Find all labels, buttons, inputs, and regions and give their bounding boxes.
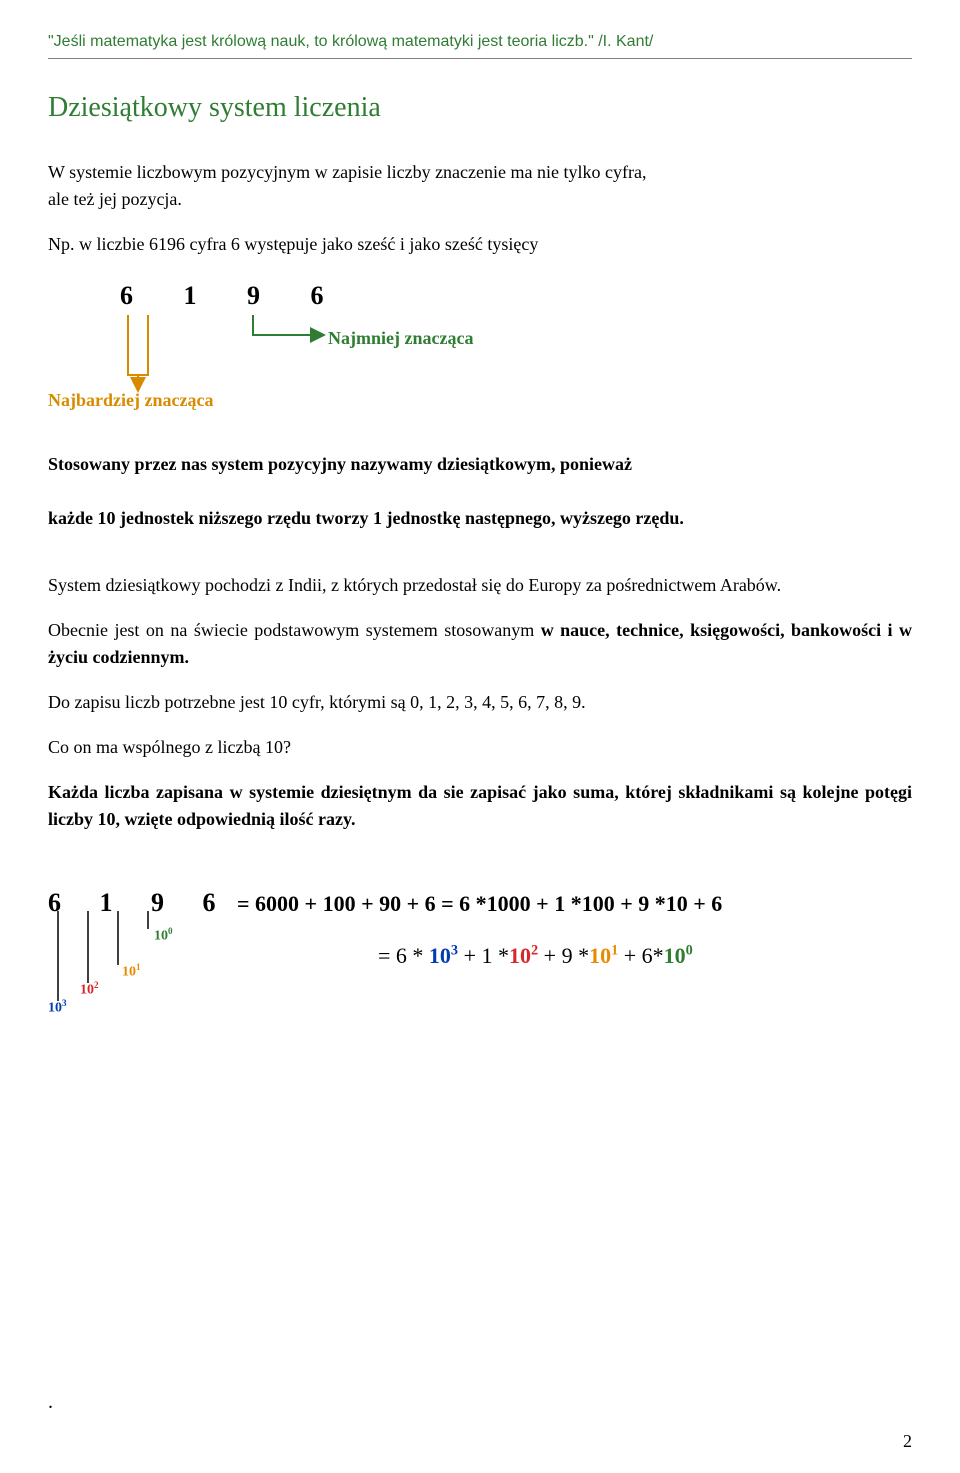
p2-exp: 2 bbox=[94, 980, 99, 990]
significance-diagram: Najmniej znacząca Najbardziej znacząca bbox=[48, 315, 912, 415]
eq-line1-rest: = 6000 + 100 + 90 + 6 = 6 *1000 + 1 *100… bbox=[232, 891, 723, 916]
eq2-p3: 103 bbox=[429, 943, 458, 968]
p0-base: 10 bbox=[154, 929, 168, 944]
definition-paragraph: Stosowany przez nas system pozycyjny naz… bbox=[48, 451, 912, 532]
label-most-significant: Najbardziej znacząca bbox=[48, 387, 213, 414]
eq2-mid3: + 6* bbox=[618, 943, 663, 968]
eq2-p1: 101 bbox=[589, 943, 618, 968]
label-least-significant: Najmniej znacząca bbox=[328, 325, 473, 352]
usage-pre: Obecnie jest on na świecie podstawowym s… bbox=[48, 620, 534, 640]
common-question: Co on ma wspólnego z liczbą 10? bbox=[48, 734, 912, 761]
page-number: 2 bbox=[903, 1428, 912, 1455]
definition-line1: Stosowany przez nas system pozycyjny naz… bbox=[48, 454, 632, 474]
intro-paragraph: W systemie liczbowym pozycyjnym w zapisi… bbox=[48, 159, 912, 213]
equation-line2: = 6 * 103 + 1 *102 + 9 *101 + 6*100 bbox=[378, 939, 693, 972]
p0-exp: 0 bbox=[168, 926, 173, 936]
equation-block: 6 1 9 6 = 6000 + 100 + 90 + 6 = 6 *1000 … bbox=[48, 883, 912, 1063]
p3-base: 10 bbox=[48, 1001, 62, 1016]
p1-base: 10 bbox=[122, 965, 136, 980]
digit-display: 6 1 9 6 bbox=[120, 276, 912, 315]
power-label-3: 103 bbox=[48, 997, 67, 1019]
power-label-2: 102 bbox=[80, 979, 99, 1001]
p3-exp: 3 bbox=[62, 998, 67, 1008]
origin-text-a: System dziesiątkowy pochodzi z Indii, z … bbox=[48, 575, 781, 595]
intro-line1: W systemie liczbowym pozycyjnym w zapisi… bbox=[48, 162, 646, 182]
eq2-mid1: + 1 * bbox=[458, 943, 509, 968]
eq2-mid2: + 9 * bbox=[538, 943, 589, 968]
ten-digits-paragraph: Do zapisu liczb potrzebne jest 10 cyfr, … bbox=[48, 689, 912, 716]
definition-line2: każde 10 jednostek niższego rzędu tworzy… bbox=[48, 508, 684, 528]
eq2-p2: 102 bbox=[509, 943, 538, 968]
header-quote: "Jeśli matematyka jest królową nauk, to … bbox=[48, 30, 912, 59]
usage-paragraph: Obecnie jest on na świecie podstawowym s… bbox=[48, 617, 912, 671]
example-lead: Np. w liczbie 6196 cyfra 6 występuje jak… bbox=[48, 231, 912, 258]
intro-line2: ale też jej pozycja. bbox=[48, 189, 182, 209]
trailing-dot: . bbox=[48, 1387, 53, 1417]
eq2-prefix: = 6 * bbox=[378, 943, 429, 968]
power-label-0: 100 bbox=[154, 925, 173, 947]
p2-base: 10 bbox=[80, 983, 94, 998]
page-title: Dziesiątkowy system liczenia bbox=[48, 87, 912, 129]
sum-definition: Każda liczba zapisana w systemie dziesię… bbox=[48, 779, 912, 833]
eq2-p0: 100 bbox=[664, 943, 693, 968]
power-label-1: 101 bbox=[122, 961, 141, 983]
p1-exp: 1 bbox=[136, 962, 141, 972]
origin-paragraph: System dziesiątkowy pochodzi z Indii, z … bbox=[48, 572, 912, 599]
